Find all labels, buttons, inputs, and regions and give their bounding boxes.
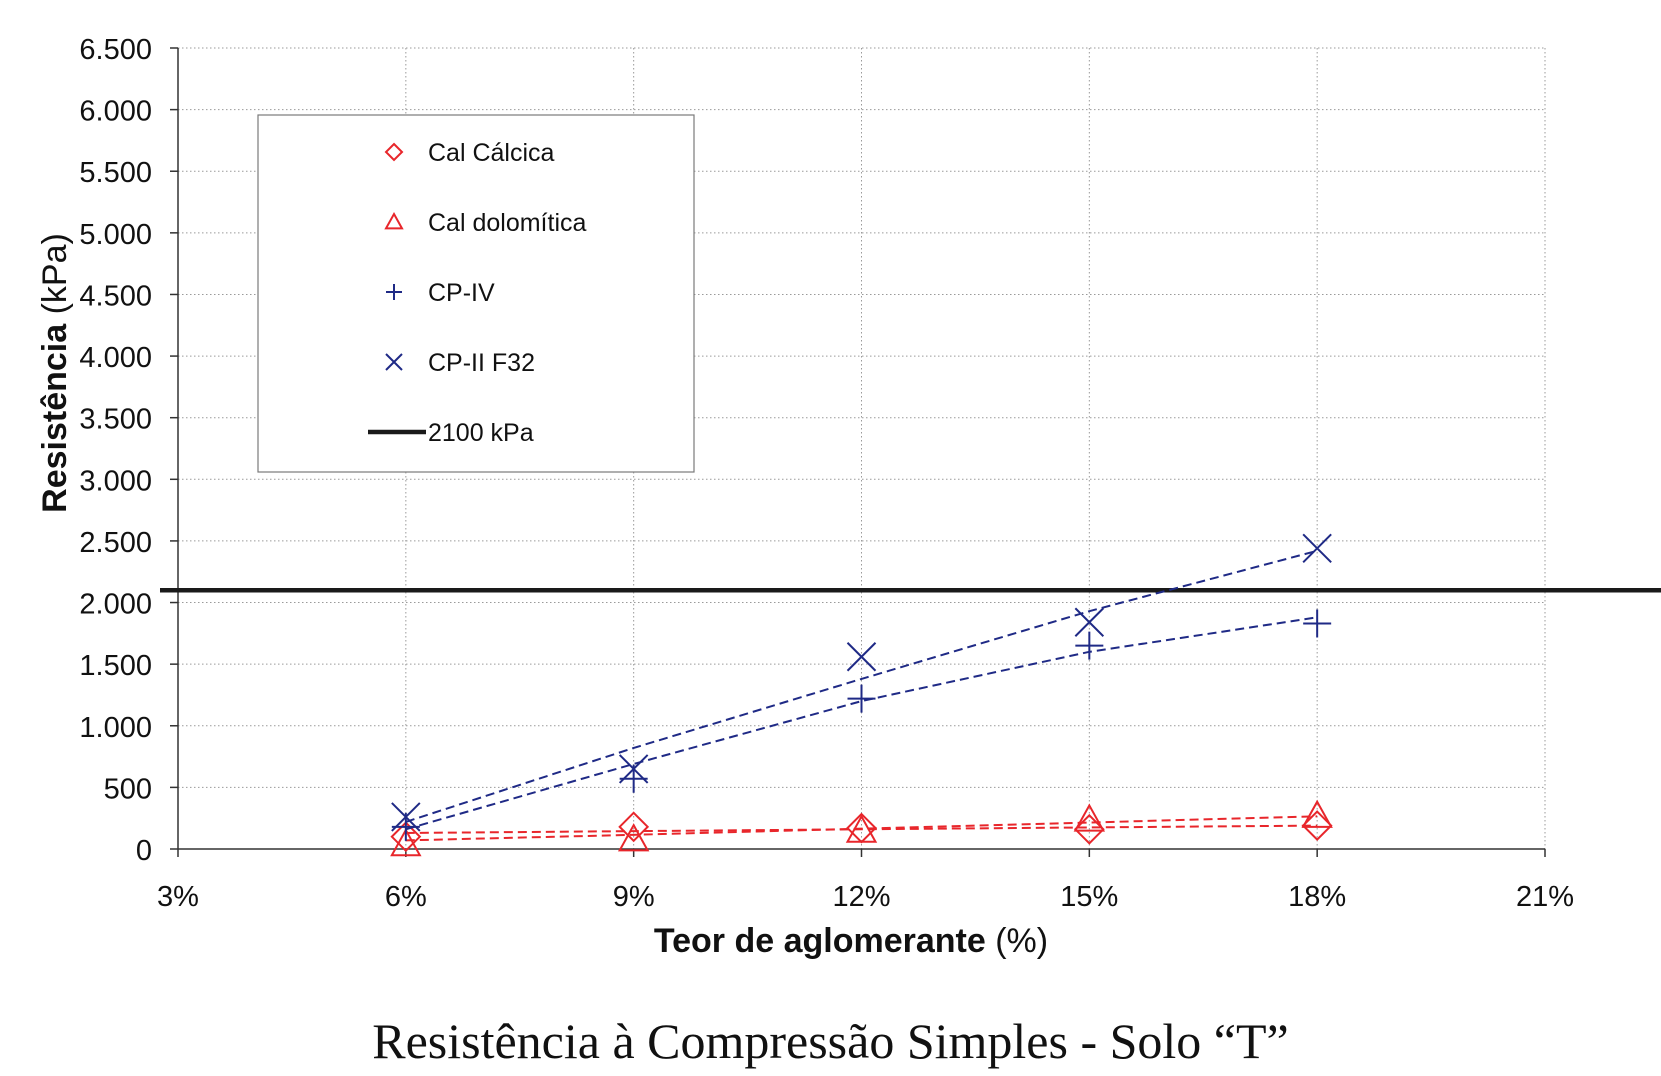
triangle-marker: [1301, 799, 1333, 828]
triangle-marker: [845, 814, 878, 843]
y-tick-label: 5.000: [79, 219, 152, 251]
y-tick-label: 1.500: [79, 650, 152, 682]
y-tick-label: 6.000: [79, 96, 152, 128]
series-layer: [390, 533, 1333, 857]
y-tick-label: 5.500: [79, 157, 152, 189]
y-tick-label: 3.000: [79, 465, 152, 497]
y-tick-label: 4.000: [79, 342, 152, 374]
diamond-marker: [390, 821, 422, 853]
cross-marker: [846, 642, 877, 672]
y-tick-label: 2.000: [79, 589, 152, 621]
triangle-marker: [384, 211, 404, 230]
y-tick-label: 3.500: [79, 404, 152, 436]
y-tick-label: 6.500: [79, 34, 152, 66]
legend-label: CP-IV: [428, 279, 495, 307]
cross-marker: [385, 353, 403, 371]
cross-marker: [1074, 607, 1105, 637]
legend-box: [257, 114, 695, 473]
y-tick-label: 0: [136, 835, 152, 867]
y-tick-label: 1.000: [79, 712, 152, 744]
y-axis-title-unit: (kPa): [36, 233, 74, 324]
y-tick-label: 4.500: [79, 280, 152, 312]
x-tick-label: 6%: [385, 881, 427, 913]
x-tick-label: 3%: [157, 881, 199, 913]
series-trendline: [405, 549, 1318, 823]
triangle-marker: [390, 828, 422, 857]
axes: [170, 47, 1546, 857]
x-tick-label: 18%: [1288, 881, 1346, 913]
plus-marker: [1303, 609, 1332, 638]
triangle-marker: [1073, 803, 1106, 832]
diamond-marker: [1301, 810, 1333, 842]
x-tick-label: 15%: [1060, 881, 1118, 913]
series-1: [390, 799, 1333, 857]
legend-label: Cal dolomítica: [428, 209, 586, 237]
series-trendline: [405, 616, 1318, 831]
series-3: [391, 533, 1332, 832]
cross-marker: [1302, 533, 1332, 564]
x-axis-title-unit: (%): [986, 922, 1048, 960]
legend-label: CP-II F32: [428, 349, 535, 377]
x-tick-label: 9%: [613, 881, 655, 913]
diamond-marker: [618, 811, 650, 843]
y-axis-title: Resistência (kPa): [36, 233, 74, 513]
legend: Cal Cálcica Cal dolomítica CP-IV CP-II F32 2…: [257, 114, 695, 473]
figure-caption: Resistência à Compressão Simples - Solo …: [372, 1013, 1289, 1069]
series-trendline: [405, 815, 1318, 842]
x-tick-label: 21%: [1516, 881, 1574, 913]
cross-marker: [391, 802, 421, 832]
legend-label: 2100 kPa: [428, 419, 534, 447]
plus-marker: [847, 684, 876, 713]
diamond-marker: [384, 142, 404, 162]
x-axis-title-main: Teor de aglomerante: [654, 922, 986, 960]
y-tick-label: 2.500: [79, 527, 152, 559]
cross-marker: [618, 754, 649, 784]
triangle-marker: [617, 823, 650, 852]
x-tick-label: 12%: [832, 881, 890, 913]
plus-marker: [1075, 631, 1104, 660]
plus-marker: [386, 284, 402, 300]
x-axis-title: Teor de aglomerante (%): [654, 922, 1048, 960]
diamond-marker: [1073, 813, 1105, 845]
y-tick-label: 500: [104, 773, 152, 805]
y-axis-title-main: Resistência: [36, 323, 74, 513]
legend-label: Cal Cálcica: [428, 139, 555, 167]
tick-labels: 0 500 1.000 1.500 2.000 2.500 3.000 3.500 4.000 4…: [79, 34, 1574, 913]
